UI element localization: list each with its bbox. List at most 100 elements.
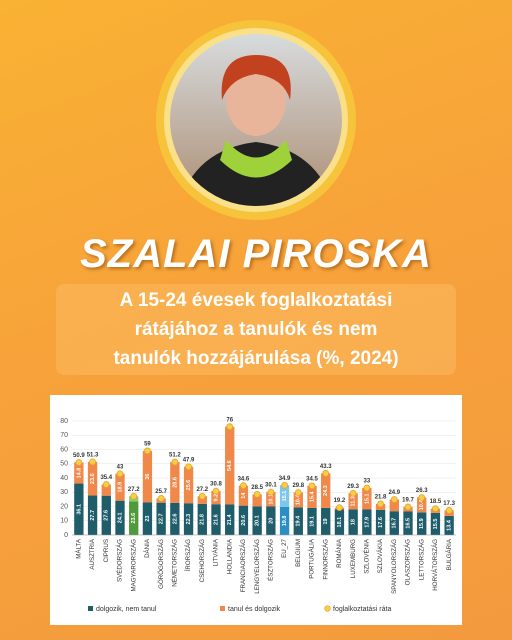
bar-segment: [115, 473, 125, 501]
rate-dot: [432, 505, 439, 513]
y-tick-label: 20: [60, 503, 68, 510]
rate-label: 30.1: [265, 483, 277, 489]
bar-segment: [348, 493, 358, 510]
bar-segment: [87, 495, 98, 535]
rate-label: 59: [144, 442, 151, 448]
rate-dot: [322, 469, 330, 477]
rate-dot: [130, 492, 138, 500]
bar-segment: [389, 499, 399, 512]
bar-segment: [252, 494, 262, 507]
rate-label: 43: [117, 464, 124, 470]
bar-segment: [417, 512, 427, 535]
segment-label: 21.8: [200, 514, 206, 525]
segment-label: 20: [268, 518, 274, 524]
x-tick-label: LENGYELORSZÁG: [254, 539, 261, 594]
y-tick-label: 40: [60, 475, 68, 482]
bar-segment: [362, 487, 372, 510]
bar-segment: [211, 504, 221, 535]
x-tick-label: CSEHORSZÁG: [199, 539, 206, 583]
bar-segment: [307, 507, 317, 535]
x-tick-label: CIPRUS: [103, 539, 110, 562]
bar-segment: [115, 500, 125, 535]
segment-label: 19.4: [296, 515, 302, 527]
rate-dot: [89, 458, 96, 466]
x-tick-label: NÉMETORSZÁG: [171, 539, 178, 587]
bar-segment: [266, 492, 276, 507]
segment-label: 14.8: [76, 468, 82, 479]
bar-segment: [238, 485, 249, 506]
rate-dot: [198, 492, 206, 500]
y-tick-label: 80: [60, 418, 68, 425]
x-tick-label: MÁLTA: [75, 538, 82, 559]
subtitle-line: A 15-24 évesek foglalkoztatási: [119, 290, 393, 311]
segment-label: 18.1: [337, 517, 343, 528]
bar-segment: [170, 462, 180, 503]
x-tick-label: ÉSZTORSZÁG: [267, 539, 274, 581]
bar-segment: [252, 506, 262, 535]
x-tick-label: LUXEMBURG: [350, 539, 357, 578]
x-tick-label: OLASZORSZÁG: [405, 539, 412, 586]
subtitle-line: rátájához a tanulók és nem: [134, 319, 378, 340]
y-tick-label: 70: [60, 432, 68, 439]
segment-label: 10.1: [268, 494, 274, 505]
rate-label: 50.9: [73, 453, 85, 459]
x-tick-label: SPANYOLORSZÁG: [391, 539, 398, 594]
x-tick-label: DÁNIA: [144, 538, 151, 558]
segment-label: 20.6: [241, 515, 247, 526]
x-tick-label: LITVÁNIA: [213, 538, 220, 566]
segment-label: 21.6: [213, 514, 219, 525]
bar-segment: [348, 509, 358, 535]
bar-segment: [225, 426, 235, 505]
legend-swatch: [324, 605, 331, 612]
portrait: [156, 20, 356, 220]
bar-segment: [279, 485, 290, 507]
bar-segment: [197, 503, 207, 535]
segment-label: 18: [351, 519, 357, 525]
rate-dot: [377, 500, 384, 508]
rate-dot: [349, 489, 357, 497]
segment-label: 10.4: [419, 499, 425, 511]
rate-dot: [281, 481, 288, 489]
rate-dot: [144, 447, 151, 455]
rate-label: 27.2: [196, 487, 208, 493]
bar-segment: [389, 511, 399, 535]
legend-label: dolgozik, nem tanul: [96, 606, 157, 613]
segment-label: 11.3: [351, 496, 357, 506]
bar-segment: [225, 504, 235, 535]
bar-segment: [74, 483, 84, 535]
bar-segment: [238, 505, 249, 535]
bar-segment: [403, 511, 413, 535]
rate-dot: [240, 482, 247, 490]
bar-segment: [375, 509, 386, 535]
legend-swatch: [220, 606, 225, 611]
segment-label: 13.4: [447, 519, 453, 531]
bar-segment: [183, 503, 194, 535]
segment-label: 15.1: [282, 491, 288, 502]
rate-dot: [75, 459, 83, 466]
bar-segment: [142, 450, 153, 503]
rate-dot: [253, 490, 261, 498]
rate-dot: [267, 488, 275, 496]
rate-label: 43.3: [320, 464, 332, 470]
segment-label: 54.6: [227, 460, 233, 471]
bar-segment: [430, 512, 441, 535]
x-tick-label: LETTORSZÁG: [418, 539, 425, 580]
bar-segment: [362, 509, 372, 535]
segment-label: 19.8: [282, 516, 288, 527]
subtitle-line: tanulók hozzájárulása (%, 2024): [113, 348, 399, 369]
x-tick-label: SVÉDORSZÁG: [117, 539, 124, 582]
rate-dot: [418, 494, 426, 501]
x-tick-label: GÖRÖGORSZÁG: [158, 539, 165, 589]
x-tick-label: SZLOVÁKIA: [377, 538, 384, 573]
rate-label: 28.5: [251, 485, 263, 491]
bar-segment: [101, 484, 111, 496]
segment-label: 17.9: [364, 517, 370, 528]
rate-dot: [363, 484, 371, 492]
legend-label: foglalkoztatási ráta: [333, 606, 391, 613]
rate-dot: [171, 458, 179, 466]
rate-label: 34.6: [238, 476, 250, 482]
bar-segment: [334, 509, 345, 535]
segment-label: 20.1: [255, 515, 261, 526]
legend-label: tanul és dolgozik: [228, 606, 281, 613]
